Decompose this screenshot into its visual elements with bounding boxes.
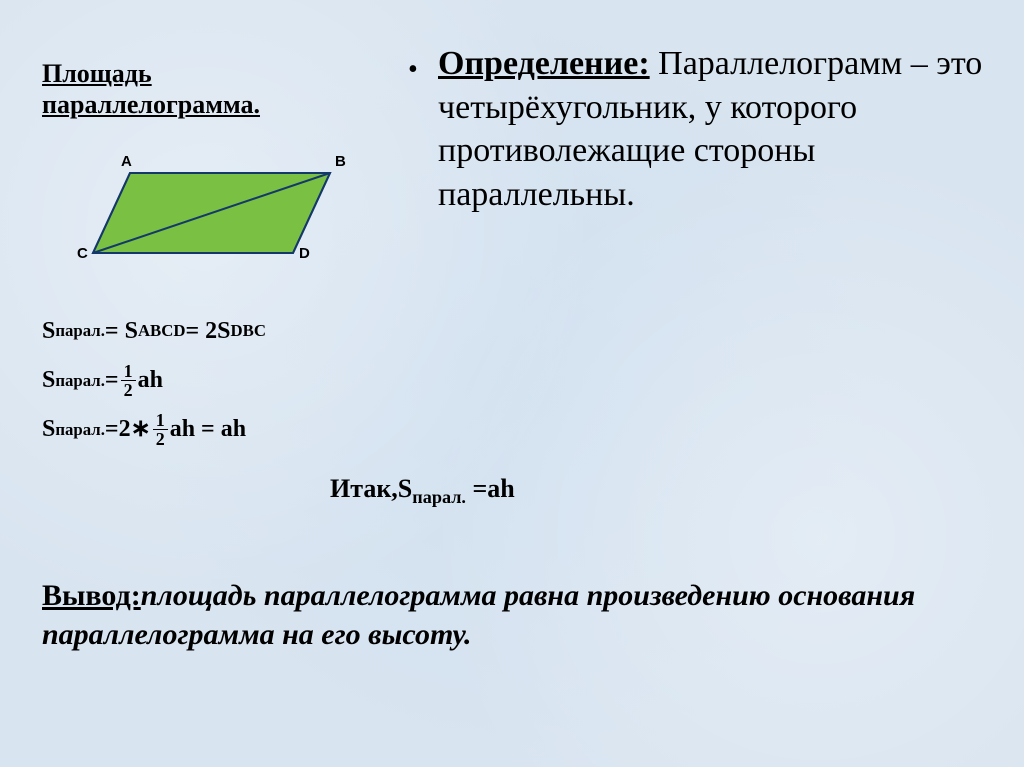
vertex-label-b: B xyxy=(335,153,346,170)
formula-line-3: Sпарал. =2∗ 1 2 ah = ah xyxy=(42,408,266,451)
left-title: Площадь параллелограмма. xyxy=(42,58,362,120)
definition-block: Определение: Параллелограмм – это четырё… xyxy=(438,42,998,216)
f3-sub1: парал. xyxy=(55,415,105,445)
formula-line-1: Sпарал. = SABCD = 2SDBC xyxy=(42,310,266,353)
f1-eq: = S xyxy=(105,310,138,353)
f3-num: 1 xyxy=(153,411,168,430)
itak-tail: =ah xyxy=(466,474,515,503)
f1-eq2: = 2S xyxy=(186,310,231,353)
parallelogram-diagram: A B C D xyxy=(85,165,345,270)
formulas-block: Sпарал. = SABCD = 2SDBC Sпарал. = 1 2 ah… xyxy=(42,310,266,458)
f2-s: S xyxy=(42,359,55,402)
itak-pre: Итак,S xyxy=(330,474,412,503)
itak-sub: парал. xyxy=(412,487,466,507)
f2-tail: ah xyxy=(138,359,163,402)
f1-s: S xyxy=(42,310,55,353)
vertex-label-a: A xyxy=(121,153,132,170)
f1-sub2: ABCD xyxy=(138,316,186,346)
f3-s: S xyxy=(42,408,55,451)
f3-eq: =2∗ xyxy=(105,408,151,451)
f3-frac: 1 2 xyxy=(153,411,168,448)
f2-num: 1 xyxy=(121,362,136,381)
f2-den: 2 xyxy=(121,381,136,399)
f3-den: 2 xyxy=(153,430,168,448)
f1-sub1: парал. xyxy=(55,316,105,346)
f3-tail: ah = ah xyxy=(170,408,246,451)
vertex-label-d: D xyxy=(299,245,310,262)
conclusion-head: Вывод: xyxy=(42,579,141,612)
conclusion-body: площадь параллелограмма равна произведен… xyxy=(42,579,915,651)
conclusion-block: Вывод:площадь параллелограмма равна прои… xyxy=(42,576,982,654)
vertex-label-c: C xyxy=(77,245,88,262)
f2-eq: = xyxy=(105,359,119,402)
definition-head: Определение: xyxy=(438,45,650,82)
f2-frac: 1 2 xyxy=(121,362,136,399)
f1-sub3: DBC xyxy=(231,316,266,346)
f2-sub1: парал. xyxy=(55,366,105,396)
itak-line: Итак,Sпарал. =ah xyxy=(330,474,515,508)
bullet-icon: • xyxy=(408,54,418,86)
formula-line-2: Sпарал. = 1 2 ah xyxy=(42,359,266,402)
